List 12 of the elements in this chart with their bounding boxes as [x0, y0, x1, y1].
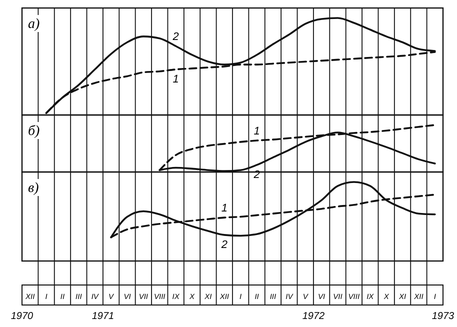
text: 1973	[432, 311, 455, 322]
chart-title: в)	[28, 181, 40, 196]
series-label: 2	[220, 238, 228, 251]
text: 1970	[10, 311, 34, 322]
chart-title: б)	[28, 124, 40, 139]
series-label: 1	[172, 73, 179, 86]
series-label: 1	[254, 126, 260, 138]
series-label: 1	[221, 202, 228, 215]
text: 1971	[92, 311, 114, 322]
chart-title: а)	[28, 17, 40, 32]
text: 1972	[302, 311, 326, 322]
series-label: 2	[172, 31, 179, 44]
